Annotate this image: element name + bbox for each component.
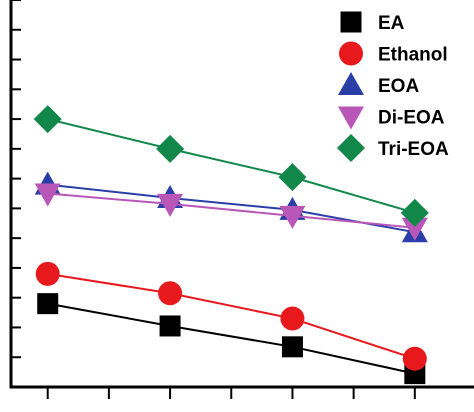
legend: EA Ethanol EOA Di-EOA Tri-EOA (337, 11, 449, 162)
data-point (157, 193, 184, 217)
series-line (47, 192, 415, 229)
legend-label: Ethanol (378, 45, 448, 66)
data-point (37, 293, 59, 315)
legend-label: Tri-EOA (378, 139, 449, 160)
data-point (402, 346, 427, 371)
data-point (159, 315, 181, 337)
data-point (278, 163, 307, 192)
series-ea (37, 293, 426, 385)
legend-label: Di-EOA (378, 108, 445, 129)
data-point (35, 261, 60, 286)
data-point (156, 134, 185, 163)
series-di-eoa (34, 183, 428, 241)
legend-item: EA (340, 11, 405, 34)
data-point (281, 336, 303, 358)
legend-marker (338, 106, 364, 130)
series-line (47, 272, 416, 360)
data-point (33, 105, 62, 134)
series-tri-eoa (33, 105, 429, 227)
legend-item: EOA (338, 72, 419, 97)
data-point (401, 217, 428, 241)
data-point (158, 281, 183, 306)
axes (9, 0, 474, 399)
data-point (279, 205, 306, 229)
series-ethanol (35, 261, 427, 371)
legend-item: Di-EOA (338, 106, 445, 130)
series-eoa (34, 171, 428, 243)
legend-marker (339, 41, 363, 66)
series-line (47, 302, 416, 375)
legend-marker (338, 72, 364, 95)
series-line (47, 183, 415, 234)
legend-item: Tri-EOA (337, 134, 449, 162)
data-point (280, 306, 305, 331)
legend-marker (337, 134, 365, 162)
data-point (34, 183, 61, 207)
series-line (47, 118, 416, 214)
legend-label: EA (378, 13, 405, 34)
series-layer (33, 105, 429, 385)
legend-marker (340, 11, 362, 33)
legend-item: Ethanol (339, 41, 448, 66)
legend-label: EOA (378, 76, 419, 97)
data-point (400, 198, 429, 227)
